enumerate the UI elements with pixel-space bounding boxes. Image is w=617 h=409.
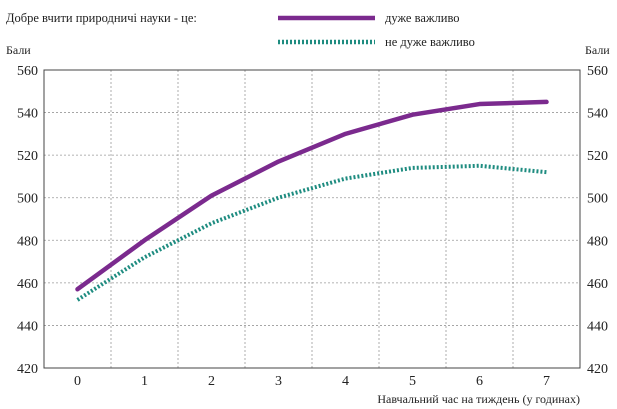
y-tick-label-left: 560 bbox=[17, 64, 38, 79]
x-tick-label: 1 bbox=[141, 374, 148, 389]
series-line-very-important bbox=[75, 99, 549, 292]
legend-label-not-very-important: не дуже важливо bbox=[385, 35, 475, 49]
legend-label-very-important: дуже важливо bbox=[385, 11, 460, 25]
x-axis-title: Навчальний час на тиждень (у годинах) bbox=[377, 392, 580, 406]
y-tick-label-left: 500 bbox=[17, 192, 38, 207]
x-tick-label: 2 bbox=[208, 374, 215, 389]
gridlines bbox=[44, 70, 580, 368]
y-tick-label-right: 560 bbox=[587, 64, 608, 79]
y-tick-label-right: 520 bbox=[587, 149, 608, 164]
y-tick-label-left: 520 bbox=[17, 149, 38, 164]
x-tick-label: 5 bbox=[409, 374, 416, 389]
y-axis-title-left: Бали bbox=[6, 43, 31, 57]
x-tick-label: 7 bbox=[543, 374, 550, 389]
y-axis-title-right: Бали bbox=[585, 43, 610, 57]
plot-area-frame bbox=[43, 69, 581, 369]
legend-title: Добре вчити природничі науки - це: bbox=[6, 11, 197, 25]
y-tick-label-right: 460 bbox=[587, 277, 608, 292]
y-tick-label-left: 420 bbox=[17, 362, 38, 377]
y-tick-label-right: 440 bbox=[587, 319, 608, 334]
x-tick-label: 3 bbox=[275, 374, 282, 389]
y-tick-label-left: 480 bbox=[17, 234, 38, 249]
y-tick-label-left: 460 bbox=[17, 277, 38, 292]
y-tick-label-left: 440 bbox=[17, 319, 38, 334]
x-tick-label: 6 bbox=[476, 374, 483, 389]
y-tick-label-left: 540 bbox=[17, 107, 38, 122]
y-tick-label-right: 480 bbox=[587, 234, 608, 249]
series-line-not-very-important bbox=[76, 163, 547, 302]
x-tick-label: 0 bbox=[74, 374, 81, 389]
y-tick-label-right: 500 bbox=[587, 192, 608, 207]
y-tick-label-right: 420 bbox=[587, 362, 608, 377]
x-tick-label: 4 bbox=[342, 374, 349, 389]
series-lines bbox=[75, 99, 549, 302]
y-tick-label-right: 540 bbox=[587, 107, 608, 122]
